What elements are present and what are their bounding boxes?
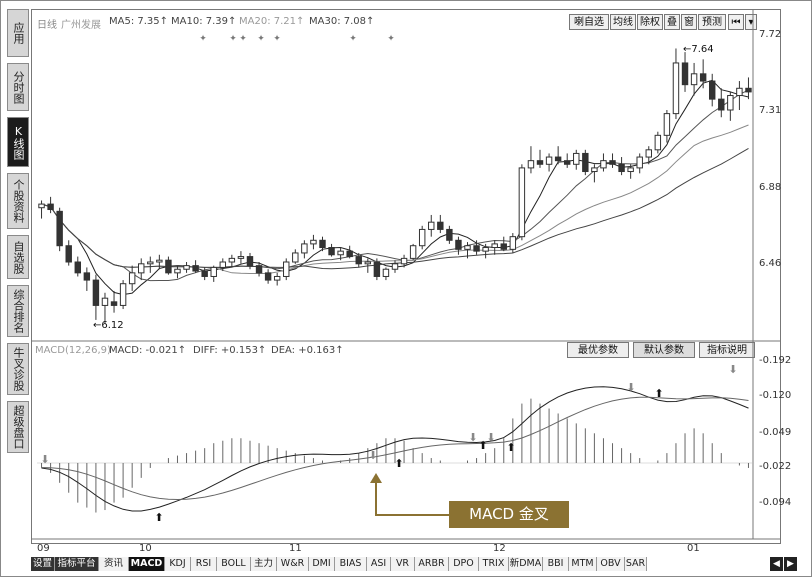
back-icon[interactable]: ⏮ xyxy=(728,14,744,30)
tab-wr[interactable]: W&R xyxy=(277,557,309,571)
tab-rsi[interactable]: RSI xyxy=(191,557,217,571)
tab-boll[interactable]: BOLL xyxy=(217,557,251,571)
sidebar-item-label: K线图 xyxy=(12,124,25,160)
macd-value: MACD: -0.021↑ xyxy=(109,345,187,356)
chart-frame xyxy=(31,9,781,544)
scroll-left-icon[interactable]: ◀ xyxy=(770,557,783,571)
tab-asi[interactable]: ASI xyxy=(367,557,391,571)
sidebar-item-profile[interactable]: 个股资料 xyxy=(7,173,29,229)
exright-button[interactable]: 除权 xyxy=(637,14,663,30)
price-tick: 6.46 xyxy=(759,258,782,269)
date-tick: 09 xyxy=(37,543,50,554)
ma30-label: MA30: 7.08↑ xyxy=(309,16,375,27)
tab-arbr[interactable]: ARBR xyxy=(415,557,449,571)
sidebar-item-timeshare[interactable]: 分时图 xyxy=(7,63,29,111)
add-watchlist-button[interactable]: 喇自选 xyxy=(569,14,609,30)
tab-新dma[interactable]: 新DMA xyxy=(509,557,543,571)
price-tick: 6.88 xyxy=(759,182,782,193)
date-tick: 10 xyxy=(139,543,152,554)
sidebar-item-label: 综合排名 xyxy=(12,289,25,333)
sidebar-item-label: 牛叉诊股 xyxy=(12,347,25,391)
tab-vr[interactable]: VR xyxy=(391,557,415,571)
date-tick: 12 xyxy=(493,543,506,554)
chevron-down-icon[interactable]: ▾ xyxy=(745,14,757,30)
tab-mtm[interactable]: MTM xyxy=(569,557,597,571)
high-price-label: ←7.64 xyxy=(683,44,714,55)
sidebar-item-label: 个股资料 xyxy=(12,179,25,223)
sidebar-item-diagnose[interactable]: 牛叉诊股 xyxy=(7,343,29,395)
ma5-label: MA5: 7.35↑ xyxy=(109,16,169,27)
tab-bbi[interactable]: BBI xyxy=(543,557,569,571)
tab-指标平台[interactable]: 指标平台 xyxy=(55,557,99,571)
sidebar-item-watchlist[interactable]: 自选股 xyxy=(7,235,29,279)
sidebar-item-kline[interactable]: K线图 xyxy=(7,117,29,167)
period-label: 日线 xyxy=(37,20,57,31)
macd-title: MACD(12,26,9) xyxy=(35,345,111,356)
dea-value: DEA: +0.163↑ xyxy=(271,345,344,356)
tab-资讯[interactable]: 资讯 xyxy=(99,557,129,571)
low-price-label: ←6.12 xyxy=(93,320,124,331)
tab-obv[interactable]: OBV xyxy=(597,557,625,571)
default-params-button[interactable]: 默认参数 xyxy=(633,342,695,358)
price-tick: 7.72 xyxy=(759,29,782,40)
sidebar-item-ranking[interactable]: 综合排名 xyxy=(7,285,29,337)
sidebar-item-label: 超级盘口 xyxy=(12,405,25,449)
forecast-button[interactable]: 预测 xyxy=(698,14,726,30)
tab-macd[interactable]: MACD xyxy=(129,557,165,571)
ma-button[interactable]: 均线 xyxy=(610,14,636,30)
macd-tick: -0.022 xyxy=(759,461,792,472)
date-tick: 01 xyxy=(687,543,700,554)
price-tick: 7.31 xyxy=(759,105,782,116)
tab-dpo[interactable]: DPO xyxy=(449,557,479,571)
window-button[interactable]: 窗 xyxy=(681,14,697,30)
overlay-button[interactable]: 叠 xyxy=(664,14,680,30)
macd-tick: -0.120 xyxy=(759,390,792,401)
sidebar-item-label: 应用 xyxy=(12,22,25,44)
sidebar-item-label: 自选股 xyxy=(12,240,25,274)
golden-cross-annotation: MACD 金叉 xyxy=(449,501,569,528)
ma20-label: MA20: 7.21↑ xyxy=(239,16,305,27)
tab-主力[interactable]: 主力 xyxy=(251,557,277,571)
tab-bias[interactable]: BIAS xyxy=(335,557,367,571)
macd-tick: -0.094 xyxy=(759,497,792,508)
tab-trix[interactable]: TRIX xyxy=(479,557,509,571)
date-tick: 11 xyxy=(289,543,302,554)
tab-kdj[interactable]: KDJ xyxy=(165,557,191,571)
macd-tick: -0.192 xyxy=(759,355,792,366)
sidebar-item-label: 分时图 xyxy=(12,70,25,104)
tab-dmi[interactable]: DMI xyxy=(309,557,335,571)
tab-设置[interactable]: 设置 xyxy=(31,557,55,571)
indicator-tab-bar: 设置 指标平台 资讯 MACD KDJ RSI BOLL 主力 W&R DMI BIAS ASI VR A… xyxy=(31,557,783,571)
scroll-right-icon[interactable]: ▶ xyxy=(784,557,797,571)
stock-name: 广州发展 xyxy=(61,20,101,31)
sidebar-item-apps[interactable]: 应用 xyxy=(7,9,29,57)
left-sidebar: 应用 分时图 K线图 个股资料 自选股 综合排名 牛叉诊股 超级盘口 xyxy=(7,9,29,459)
ma10-label: MA10: 7.39↑ xyxy=(171,16,237,27)
macd-tick: -0.049 xyxy=(759,427,792,438)
indicator-help-button[interactable]: 指标说明 xyxy=(699,342,755,358)
sidebar-item-level2[interactable]: 超级盘口 xyxy=(7,401,29,453)
tab-sar[interactable]: SAR xyxy=(625,557,647,571)
optimal-params-button[interactable]: 最优参数 xyxy=(567,342,629,358)
diff-value: DIFF: +0.153↑ xyxy=(193,345,267,356)
